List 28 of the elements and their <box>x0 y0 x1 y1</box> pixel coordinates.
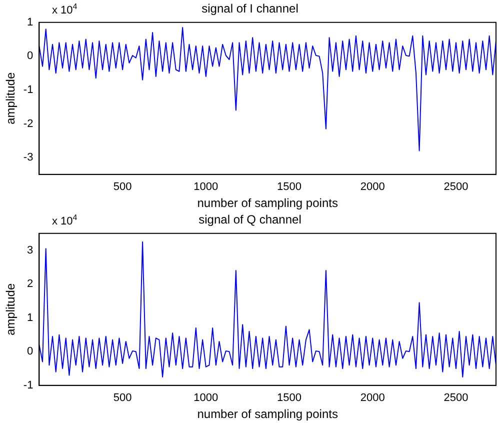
y-tick-label: -2 <box>23 118 34 130</box>
y-tick-label: 3 <box>27 244 34 256</box>
x-tick-label: 1000 <box>194 181 218 194</box>
chart-title: signal of Q channel <box>198 212 302 227</box>
text: x 10$^{4}$ <box>52 2 78 17</box>
y-axis-title: amplitude <box>4 72 18 124</box>
x-tick-label: 2000 <box>360 392 385 404</box>
y-axis-title: amplitude <box>4 283 18 336</box>
x-tick-label: 1500 <box>277 392 302 404</box>
y-tick-label: -3 <box>23 152 34 164</box>
text: x 10$^{4}$ <box>52 213 78 228</box>
x-axis-title: number of sampling points <box>197 407 338 422</box>
x-tick-label: 2000 <box>360 181 385 194</box>
y-tick-label: 1 <box>27 312 34 324</box>
x-tick-label: 500 <box>113 392 132 404</box>
y-tick-label: 1 <box>27 16 34 28</box>
x-tick-label: 1500 <box>277 181 302 194</box>
y-tick-label: -1 <box>23 84 34 96</box>
x-tick-label: 500 <box>113 181 132 194</box>
x-axis-title: number of sampling points <box>197 196 338 210</box>
y-tick-label: 0 <box>27 346 34 358</box>
x-tick-label: 2500 <box>444 392 468 404</box>
y-tick-label: 2 <box>27 278 34 290</box>
x-tick-label: 2500 <box>444 181 468 194</box>
x-tick-label: 1000 <box>194 392 218 404</box>
y-tick-label: -1 <box>23 379 34 392</box>
y-tick-label: 0 <box>27 50 34 62</box>
chart-title: signal of I channel <box>202 2 298 16</box>
